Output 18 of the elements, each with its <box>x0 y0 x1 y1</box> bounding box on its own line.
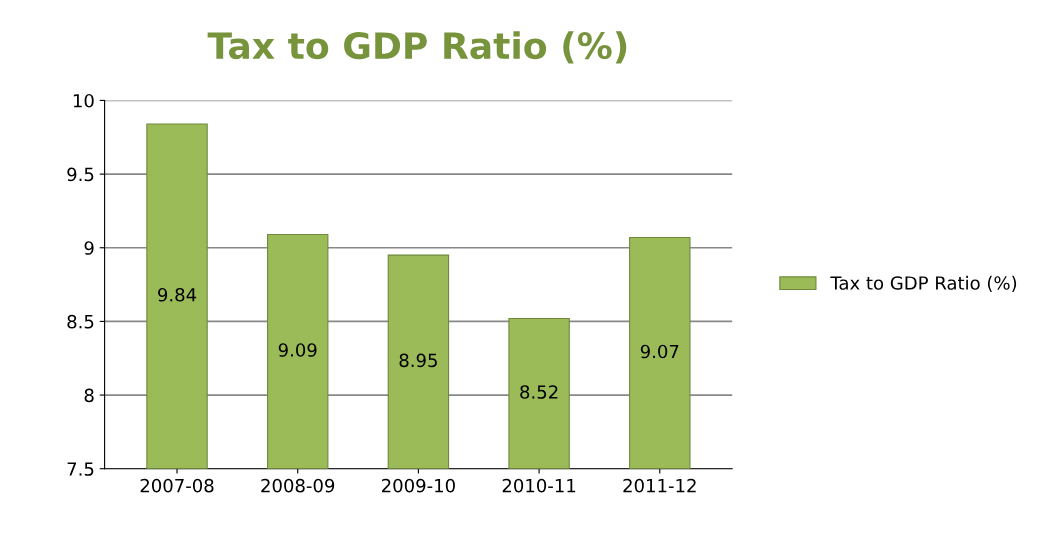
data-label: 9.09 <box>278 343 317 357</box>
y-tick-label: 10 <box>73 93 94 108</box>
y-tick-label: 9.5 <box>67 167 94 182</box>
data-label: 9.07 <box>640 344 679 359</box>
y-tick-label: 8 <box>84 388 94 403</box>
x-tick-label: 2011-12 <box>623 478 696 493</box>
data-label: 9.84 <box>158 287 197 302</box>
y-tick-label: 8.5 <box>67 314 94 329</box>
x-tick-label: 2007-08 <box>140 478 214 493</box>
x-tick-label: 2010-11 <box>502 478 576 493</box>
legend-label: Tax to GDP Ratio (%) <box>830 275 1017 292</box>
data-label: 8.52 <box>520 385 558 399</box>
x-tick-label: 2009-10 <box>382 478 455 493</box>
y-tick-label: 7.5 <box>67 462 94 476</box>
x-tick-label: 2008-09 <box>261 478 335 493</box>
chart-title: Tax to GDP Ratio (%) <box>207 31 627 64</box>
y-tick-label: 9 <box>84 241 94 255</box>
data-label: 8.95 <box>399 353 437 368</box>
